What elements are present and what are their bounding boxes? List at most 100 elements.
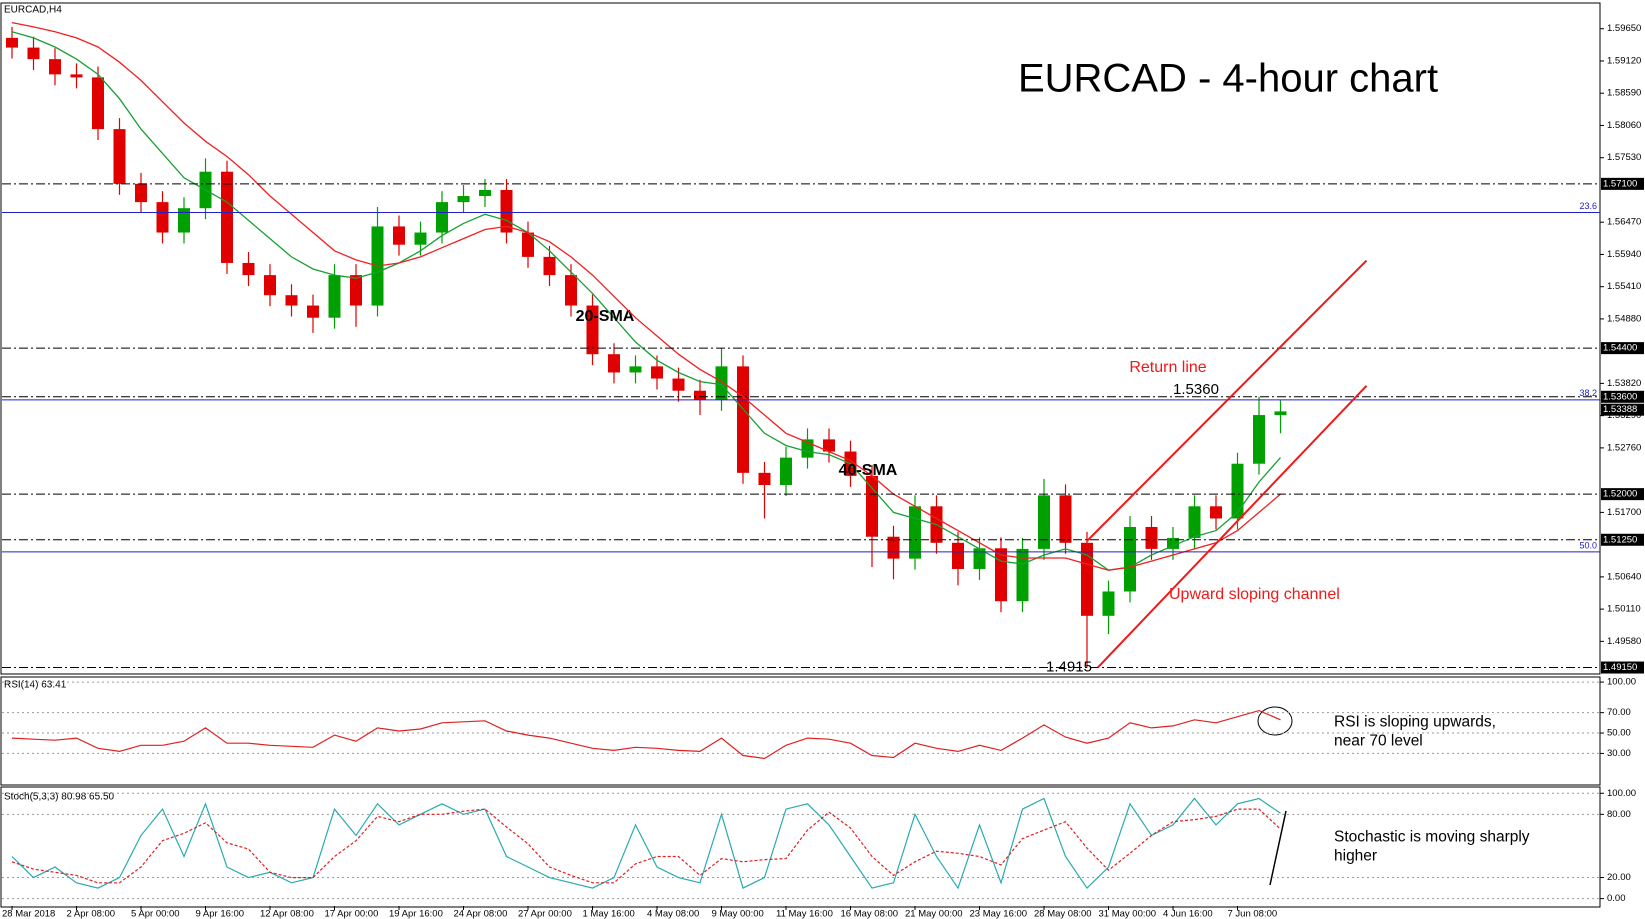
candle-body (1253, 415, 1265, 464)
candle-body (866, 475, 878, 537)
candle-body (350, 275, 362, 306)
candle-body (27, 47, 40, 60)
y-tick-label: 80.00 (1607, 809, 1631, 820)
candle-body (1059, 495, 1072, 543)
x-tick-label: 16 May 08:00 (841, 909, 899, 919)
candle-body (49, 59, 61, 75)
x-tick-label: 9 May 00:00 (712, 909, 764, 919)
x-tick-label: 28 Mar 2018 (2, 909, 55, 919)
last-price-box (1601, 403, 1644, 416)
candle-body (135, 183, 147, 203)
stoch-arrow-line (1269, 810, 1287, 886)
y-tick-label: 1.54880 (1607, 313, 1641, 324)
candle-body (1016, 548, 1029, 602)
candle-body (1124, 526, 1136, 592)
channel-label: Upward sloping channel (1169, 586, 1340, 603)
candle-body (1081, 542, 1093, 616)
x-tick-label: 12 Apr 08:00 (260, 909, 314, 919)
fib-label: 23.6 (1579, 201, 1597, 211)
level-label: 1.51250 (1603, 534, 1637, 545)
candle-body (264, 275, 276, 296)
candle-body (92, 77, 104, 130)
candle-body (221, 171, 233, 263)
candle-body (6, 37, 18, 48)
fib-label: 50.0 (1579, 540, 1597, 550)
candle-body (758, 472, 771, 486)
candle-body (565, 275, 577, 306)
candle-body (70, 74, 83, 78)
y-tick-label: 100.00 (1607, 677, 1636, 688)
y-tick-label: 50.00 (1607, 728, 1631, 739)
level-label: 1.52000 (1603, 489, 1637, 500)
candle-body (1231, 463, 1244, 519)
y-tick-label: 1.57530 (1607, 152, 1641, 163)
candle-body (436, 202, 448, 233)
x-tick-label: 4 May 08:00 (647, 909, 699, 919)
sma-label: 40-SMA (839, 462, 898, 479)
candle-body (543, 256, 556, 276)
y-tick-label: 70.00 (1607, 707, 1631, 718)
candle-body (694, 390, 706, 400)
return-line-label: Return line (1129, 359, 1206, 376)
level-label-box (1601, 488, 1644, 501)
candle-body (457, 196, 470, 203)
candle-body (586, 305, 599, 355)
level-label-box (1601, 390, 1644, 403)
level-label-box (1601, 177, 1644, 190)
x-tick-label: 23 May 16:00 (970, 909, 1028, 919)
level-label: 1.54400 (1603, 343, 1637, 354)
candle-body (479, 189, 491, 197)
indicator-line (11, 709, 1281, 760)
candle-body (178, 208, 190, 233)
sma-label: 20-SMA (576, 308, 635, 325)
y-tick-label: 0.00 (1607, 893, 1626, 904)
y-tick-label: 1.49580 (1607, 636, 1641, 647)
indicator-line (11, 808, 1281, 884)
note: RSI is sloping upwards, (1334, 714, 1496, 731)
level-label: 1.49150 (1603, 662, 1637, 673)
candle-body (1210, 506, 1222, 519)
rsi-panel (0, 676, 1601, 786)
candle-body (629, 366, 642, 373)
candle-body (328, 275, 341, 318)
x-tick-label: 27 Apr 00:00 (518, 909, 572, 919)
y-tick-label: 1.59120 (1607, 55, 1641, 66)
y-tick-label: 1.56470 (1607, 217, 1641, 228)
candle-body (1145, 526, 1158, 549)
x-tick-label: 19 Apr 16:00 (389, 909, 443, 919)
sma-line (11, 21, 1281, 571)
candle-body (242, 262, 255, 276)
candle-body (522, 232, 534, 257)
note: higher (1334, 848, 1377, 865)
x-tick-label: 7 Jun 08:00 (1228, 909, 1278, 919)
fib-label: 38.2 (1579, 388, 1597, 398)
y-tick-label: 1.58590 (1607, 88, 1641, 99)
candle-body (952, 542, 964, 569)
level-label: 1.57100 (1603, 178, 1637, 189)
y-tick-label: 1.55410 (1607, 281, 1641, 292)
note: near 70 level (1334, 733, 1423, 750)
candle-body (973, 548, 986, 569)
x-tick-label: 24 Apr 08:00 (454, 909, 508, 919)
candle-body (307, 305, 319, 318)
last-price-label: 1.53388 (1603, 404, 1637, 415)
high-label: 1.5360 (1173, 381, 1219, 398)
level-label-box (1601, 342, 1644, 355)
stoch-panel (0, 786, 1601, 908)
candle-body (156, 202, 169, 233)
x-tick-label: 5 Apr 00:00 (131, 909, 180, 919)
y-tick-label: 1.51700 (1607, 507, 1641, 518)
x-tick-label: 11 May 16:00 (776, 909, 833, 919)
x-tick-label: 4 Jun 16:00 (1163, 909, 1213, 919)
y-tick-label: 20.00 (1607, 872, 1631, 883)
low-label: 1.4915 (1046, 658, 1092, 675)
rsi-title: RSI(14) 63.41 (4, 680, 67, 691)
y-tick-label: 1.55940 (1607, 249, 1641, 260)
indicator-line (11, 797, 1281, 890)
x-tick-label: 17 Apr 00:00 (325, 909, 379, 919)
y-tick-label: 1.50640 (1607, 571, 1641, 582)
candle-body (1188, 506, 1201, 538)
candle-body (780, 457, 792, 486)
